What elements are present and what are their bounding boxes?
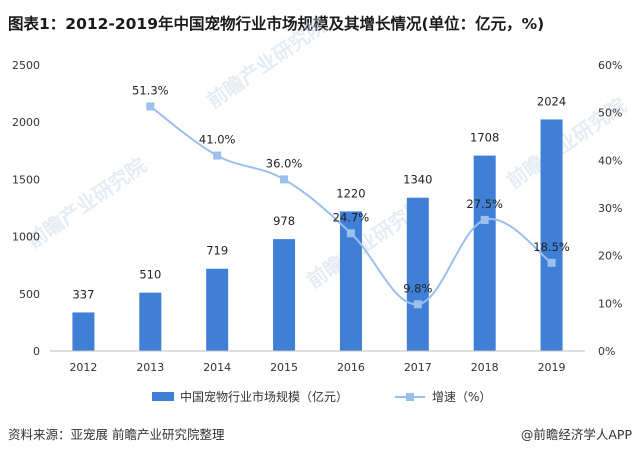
bar-value-label: 510 <box>139 268 161 282</box>
growth-point <box>547 258 556 267</box>
x-tick-label: 2013 <box>136 361 164 374</box>
legend-marker-line <box>406 393 414 401</box>
bar <box>139 292 162 351</box>
left-axis: 0 500 1000 1500 2000 2500 <box>12 59 40 358</box>
left-tick-label: 0 <box>33 345 40 358</box>
bar-value-label: 1340 <box>403 173 432 187</box>
growth-value-label: 41.0% <box>199 133 236 147</box>
left-tick-label: 2500 <box>12 59 40 72</box>
bar-series <box>72 119 563 351</box>
x-tick-label: 2017 <box>404 361 432 374</box>
bar-value-label: 1220 <box>336 186 365 200</box>
growth-point <box>146 102 155 111</box>
bar <box>273 239 296 351</box>
brand-credit: @前瞻经济学人APP <box>520 427 632 442</box>
right-tick-label: 10% <box>598 297 622 310</box>
x-tick-label: 2018 <box>471 361 499 374</box>
growth-point <box>280 175 289 184</box>
x-tick-label: 2019 <box>538 361 566 374</box>
chart-title: 图表1：2012-2019年中国宠物行业市场规模及其增长情况(单位：亿元，%) <box>8 15 545 33</box>
right-tick-label: 60% <box>598 59 622 72</box>
legend-label-line: 增速（%） <box>432 390 491 404</box>
growth-line-series <box>146 102 556 309</box>
legend-label-bar: 中国宠物行业市场规模（亿元） <box>180 389 348 404</box>
growth-labels: 51.3% 41.0% 36.0% 24.7% 9.8% 27.5% 18.5% <box>132 83 570 295</box>
growth-value-label: 27.5% <box>466 197 503 211</box>
source-note: 资料来源：亚宠展 前瞻产业研究院整理 <box>8 427 225 442</box>
left-tick-label: 1000 <box>12 231 40 244</box>
right-tick-label: 20% <box>598 250 622 263</box>
growth-point <box>413 300 422 309</box>
right-tick-label: 30% <box>598 202 622 215</box>
legend: 中国宠物行业市场规模（亿元） 增速（%） <box>152 389 491 404</box>
growth-point <box>346 229 355 238</box>
bar <box>406 197 429 351</box>
x-axis: 2012 2013 2014 2015 2016 2017 2018 2019 <box>50 350 585 374</box>
right-tick-label: 40% <box>598 154 622 167</box>
bar <box>72 312 95 351</box>
bar-value-label: 1708 <box>470 131 499 145</box>
left-tick-label: 500 <box>19 288 40 301</box>
x-tick-label: 2014 <box>203 361 231 374</box>
growth-value-label: 24.7% <box>333 210 370 224</box>
bar-value-label: 2024 <box>537 94 566 108</box>
bar <box>206 268 229 351</box>
right-axis: 0% 10% 20% 30% 40% 50% 60% <box>598 59 622 358</box>
x-tick-label: 2015 <box>270 361 298 374</box>
bar <box>473 155 496 351</box>
right-tick-label: 0% <box>598 345 615 358</box>
legend-swatch-bar <box>152 392 174 401</box>
left-tick-label: 1500 <box>12 173 40 186</box>
bar-value-label: 337 <box>72 287 94 301</box>
right-tick-label: 50% <box>598 107 622 120</box>
growth-point <box>480 215 489 224</box>
bar-value-label: 719 <box>206 244 228 258</box>
bar <box>540 119 563 351</box>
growth-point <box>213 151 222 160</box>
bar-labels: 337 510 719 978 1220 1340 1708 2024 <box>72 94 566 301</box>
x-tick-label: 2016 <box>337 361 365 374</box>
growth-value-label: 36.0% <box>266 156 303 170</box>
growth-value-label: 9.8% <box>403 281 432 295</box>
x-tick-label: 2012 <box>69 361 97 374</box>
bar <box>339 211 362 351</box>
growth-value-label: 51.3% <box>132 83 169 97</box>
left-tick-label: 2000 <box>12 116 40 129</box>
bar-value-label: 978 <box>273 214 295 228</box>
growth-value-label: 18.5% <box>533 240 570 254</box>
